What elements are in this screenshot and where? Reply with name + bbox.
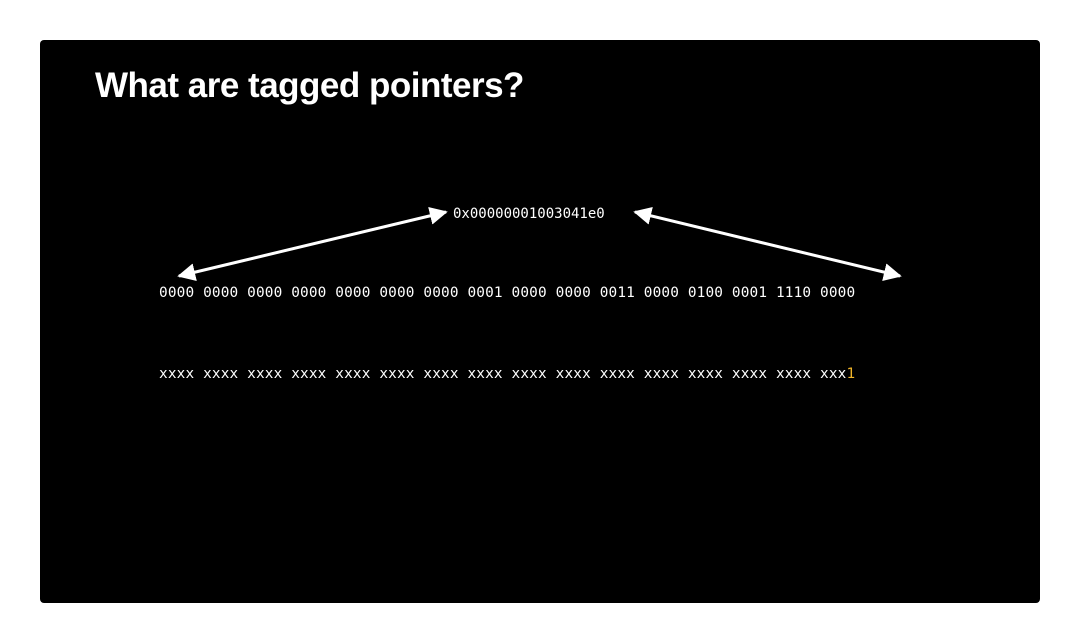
- pointer-hex-value: 0x00000001003041e0: [453, 206, 605, 222]
- tag-bit: 1: [846, 366, 856, 382]
- slide: What are tagged pointers? 0x000000010030…: [40, 40, 1040, 603]
- tag-pattern-prefix: xxxx xxxx xxxx xxxx xxxx xxxx xxxx xxxx …: [159, 366, 847, 382]
- slide-title: What are tagged pointers?: [95, 66, 524, 105]
- left-arrow: [177, 207, 448, 281]
- right-arrow: [633, 207, 902, 281]
- pointer-binary-value: 0000 0000 0000 0000 0000 0000 0000 0001 …: [159, 285, 856, 301]
- expansion-arrows: [177, 207, 902, 281]
- tag-bit-pattern: xxxx xxxx xxxx xxxx xxxx xxxx xxxx xxxx …: [159, 364, 855, 384]
